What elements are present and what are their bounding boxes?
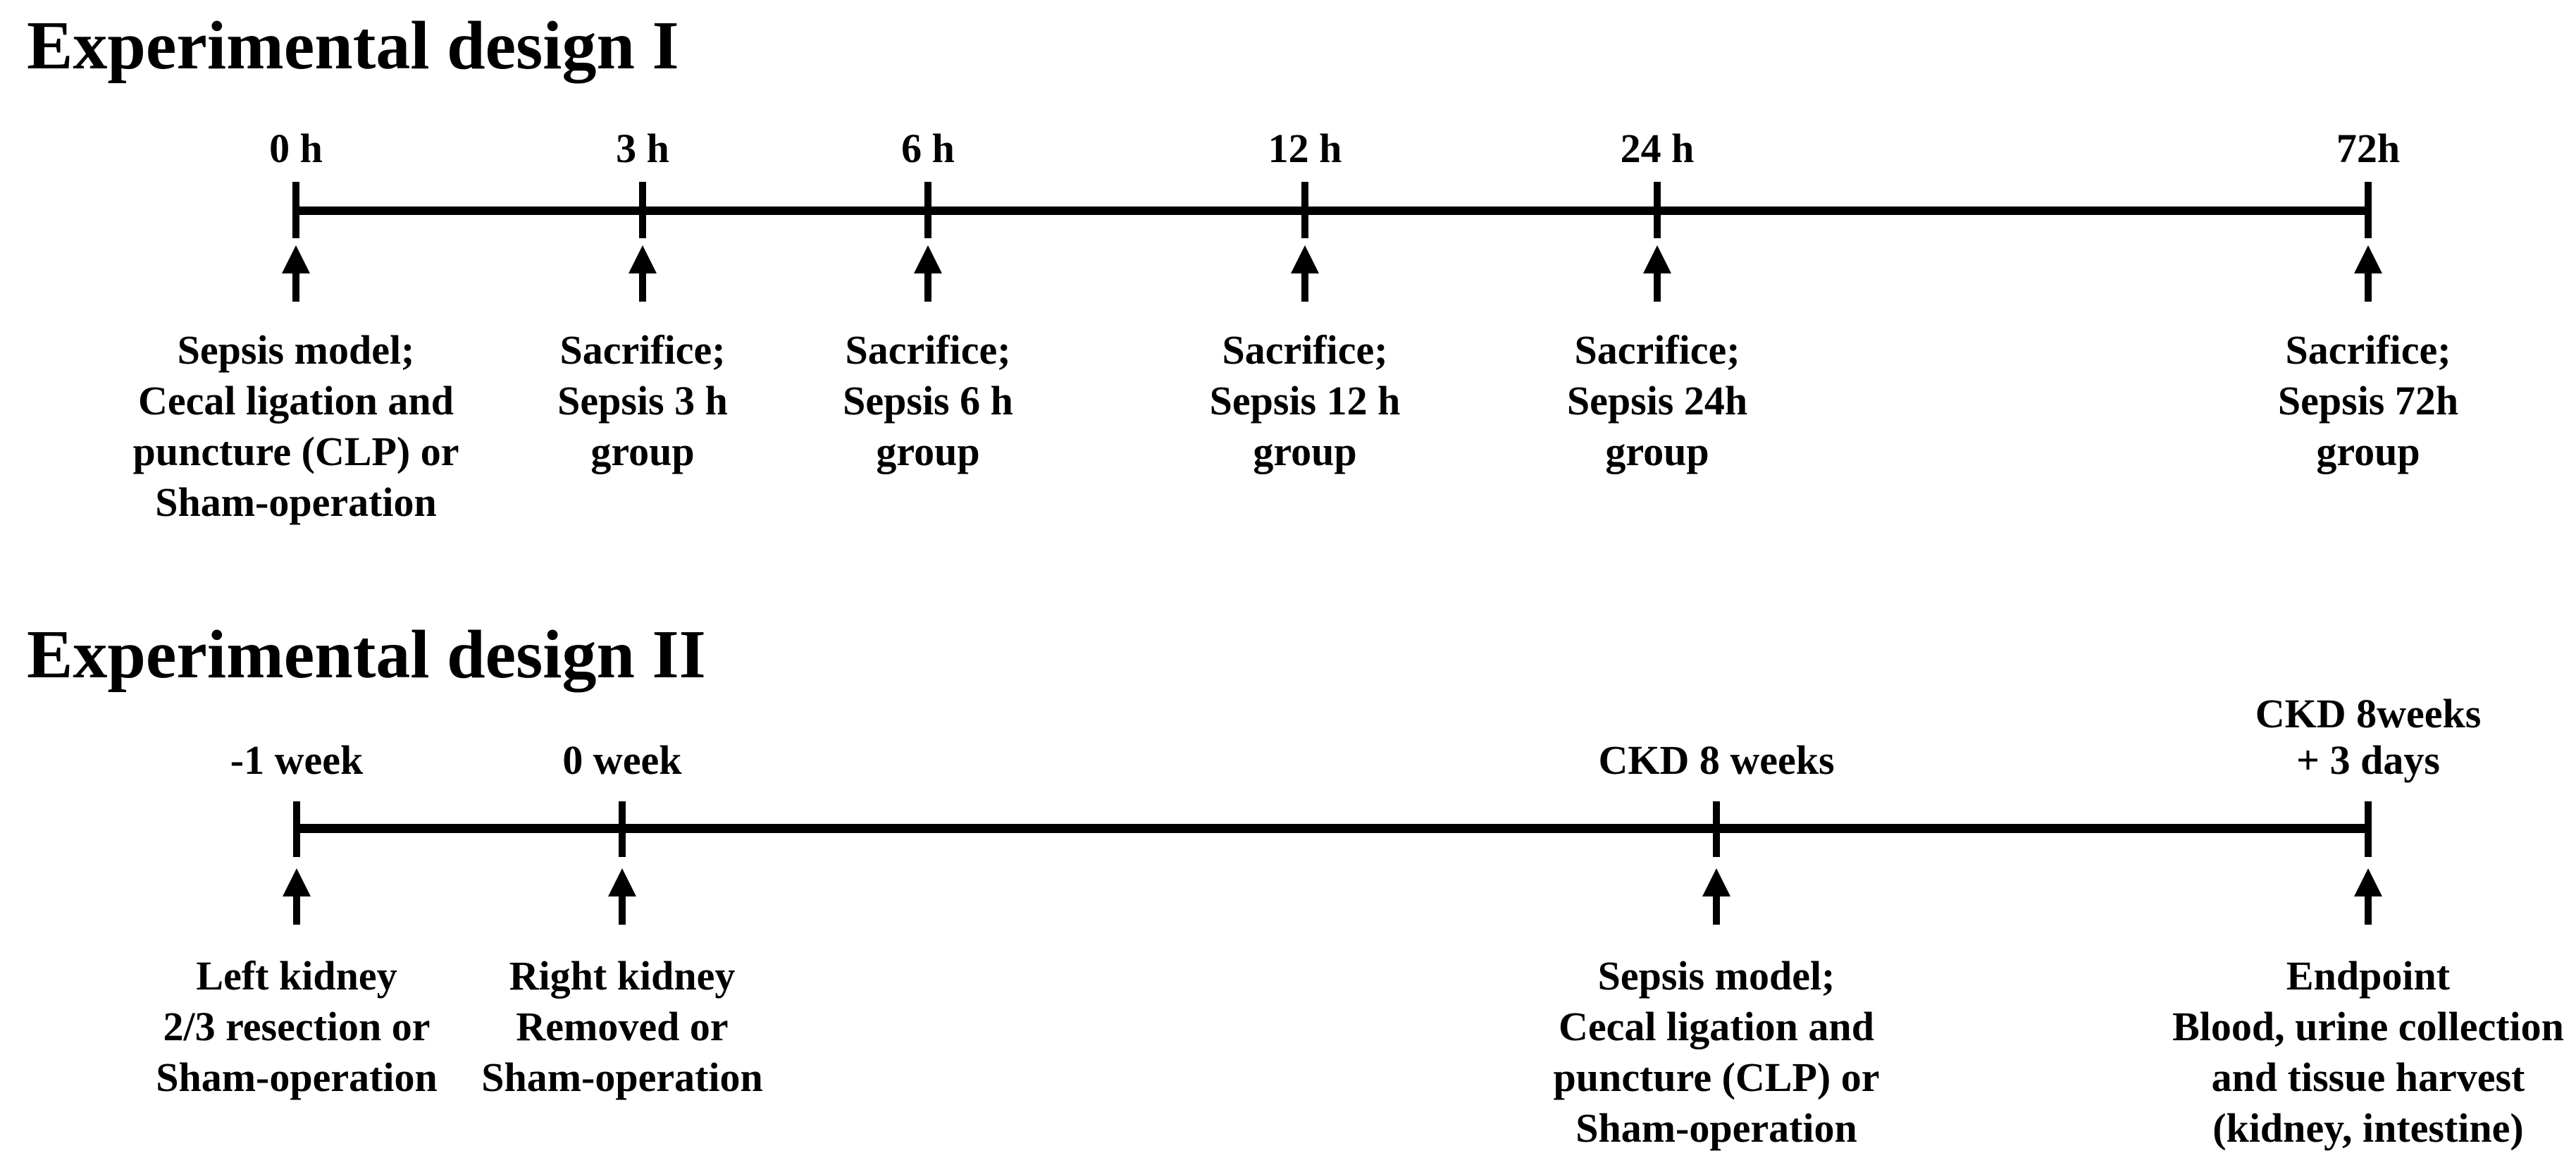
up-arrow-icon <box>2354 868 2382 925</box>
up-arrow-icon <box>283 868 311 925</box>
up-arrow-icon <box>1291 245 1319 302</box>
time-point-label: -1 week <box>230 737 364 783</box>
time-point-label: 6 h <box>901 125 955 171</box>
up-arrow-icon <box>2354 245 2382 302</box>
event-description: Sepsis model; Cecal ligation and punctur… <box>132 327 459 525</box>
time-point-label: 72h <box>2336 125 2401 171</box>
time-point-label: 0 h <box>269 125 323 171</box>
design-2-title: Experimental design II <box>27 617 706 693</box>
tick-mark-icon <box>293 801 300 857</box>
tick-mark-icon <box>924 182 931 238</box>
event-description: Right kidney Removed or Sham-operation <box>481 953 763 1100</box>
up-arrow-icon <box>608 868 636 925</box>
up-arrow-icon <box>282 245 310 302</box>
design-2-timeline-line <box>297 824 2372 833</box>
time-point-label: CKD 8weeks + 3 days <box>2255 691 2482 783</box>
event-description: Sacrifice; Sepsis 12 h group <box>1209 327 1401 474</box>
event-description: Endpoint Blood, urine collection and tis… <box>2172 953 2564 1151</box>
up-arrow-icon <box>628 245 657 302</box>
time-point-label: 12 h <box>1268 125 1342 171</box>
up-arrow-icon <box>1643 245 1671 302</box>
event-description: Sacrifice; Sepsis 6 h group <box>843 327 1013 474</box>
time-point-label: 0 week <box>562 737 682 783</box>
tick-mark-icon <box>619 801 626 857</box>
design-1-timeline-line <box>292 207 2372 215</box>
event-description: Left kidney 2/3 resection or Sham-operat… <box>156 953 438 1100</box>
time-point-label: 3 h <box>616 125 669 171</box>
tick-mark-icon <box>639 182 646 238</box>
tick-mark-icon <box>292 182 299 238</box>
design-1-title: Experimental design I <box>27 8 679 84</box>
event-description: Sacrifice; Sepsis 72h group <box>2277 327 2459 474</box>
tick-mark-icon <box>1301 182 1308 238</box>
tick-mark-icon <box>2365 182 2372 238</box>
tick-mark-icon <box>1654 182 1661 238</box>
event-description: Sacrifice; Sepsis 24h group <box>1566 327 1748 474</box>
up-arrow-icon <box>914 245 942 302</box>
event-description: Sepsis model; Cecal ligation and punctur… <box>1553 953 1880 1151</box>
time-point-label: 24 h <box>1620 125 1695 171</box>
time-point-label: CKD 8 weeks <box>1598 737 1835 783</box>
tick-mark-icon <box>2365 801 2372 857</box>
tick-mark-icon <box>1713 801 1720 857</box>
event-description: Sacrifice; Sepsis 3 h group <box>557 327 728 474</box>
up-arrow-icon <box>1702 868 1730 925</box>
